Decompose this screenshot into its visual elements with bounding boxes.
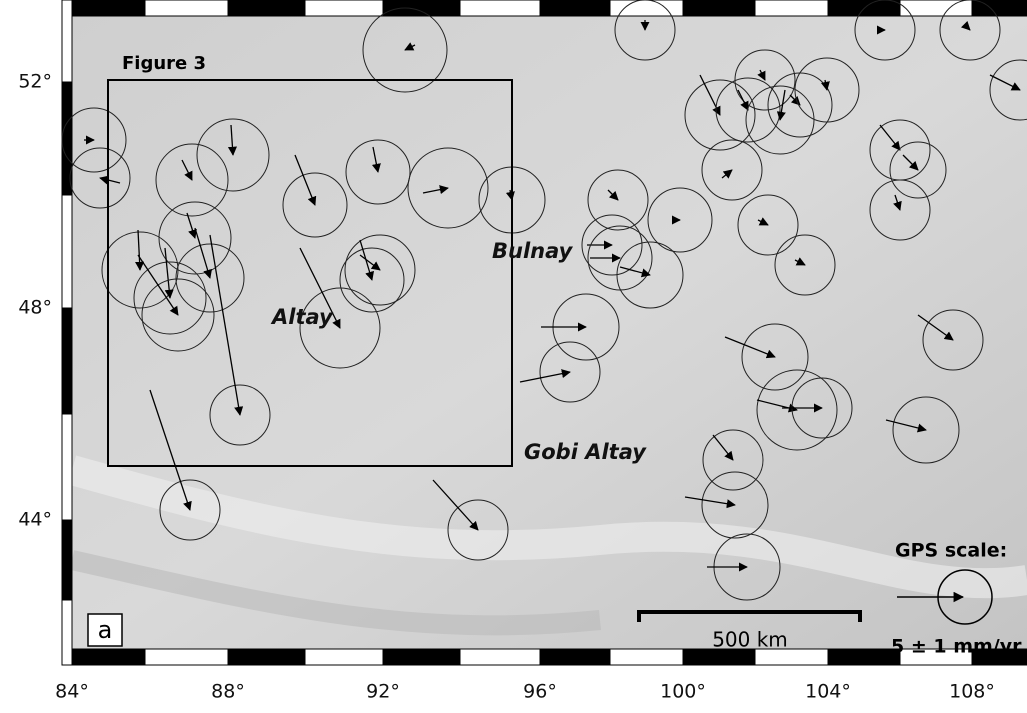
place-label: Gobi Altay bbox=[524, 440, 647, 464]
gps-scale-value: 5 ± 1 mm/yr bbox=[891, 636, 1022, 658]
longitude-label: 108° bbox=[949, 681, 995, 703]
frame-segment bbox=[610, 649, 683, 665]
frame-segment bbox=[62, 649, 145, 665]
place-label: Altay bbox=[270, 305, 334, 329]
frame-segment bbox=[228, 649, 305, 665]
latitude-label: 48° bbox=[18, 297, 52, 319]
frame-segment bbox=[62, 600, 72, 665]
longitude-label: 96° bbox=[523, 681, 557, 703]
frame-segment bbox=[900, 0, 972, 16]
frame-segment bbox=[540, 0, 610, 16]
scale-bar-label: 500 km bbox=[712, 628, 788, 652]
frame-segment bbox=[683, 0, 755, 16]
frame-segment bbox=[145, 649, 228, 665]
inset-label: Figure 3 bbox=[122, 53, 206, 74]
frame-segment bbox=[62, 520, 72, 600]
longitude-label: 84° bbox=[55, 681, 89, 703]
frame-segment bbox=[305, 649, 383, 665]
frame-segment bbox=[540, 649, 610, 665]
longitude-label: 104° bbox=[805, 681, 851, 703]
frame-segment bbox=[383, 649, 460, 665]
frame-segment bbox=[460, 0, 540, 16]
frame-segment bbox=[62, 414, 72, 520]
longitude-label: 88° bbox=[211, 681, 245, 703]
frame-segment bbox=[228, 0, 305, 16]
gps-scale-title: GPS scale: bbox=[895, 540, 1007, 562]
latitude-label: 52° bbox=[18, 71, 52, 93]
latitude-label: 44° bbox=[18, 509, 52, 531]
longitude-label: 92° bbox=[366, 681, 400, 703]
panel-label: a bbox=[98, 616, 113, 644]
frame-segment bbox=[610, 0, 683, 16]
frame-segment bbox=[305, 0, 383, 16]
frame-segment bbox=[460, 649, 540, 665]
frame-segment bbox=[62, 0, 72, 82]
frame-segment bbox=[383, 0, 460, 16]
map-figure: Figure 3 Bulnay Altay Gobi Altay 500 km … bbox=[0, 0, 1027, 713]
frame-segment bbox=[828, 649, 900, 665]
frame-segment bbox=[755, 0, 828, 16]
longitude-label: 100° bbox=[660, 681, 706, 703]
frame-segment bbox=[62, 308, 72, 414]
place-label: Bulnay bbox=[492, 239, 574, 263]
frame-segment bbox=[62, 195, 72, 308]
frame-segment bbox=[62, 0, 145, 16]
frame-segment bbox=[972, 0, 1027, 16]
frame-segment bbox=[145, 0, 228, 16]
